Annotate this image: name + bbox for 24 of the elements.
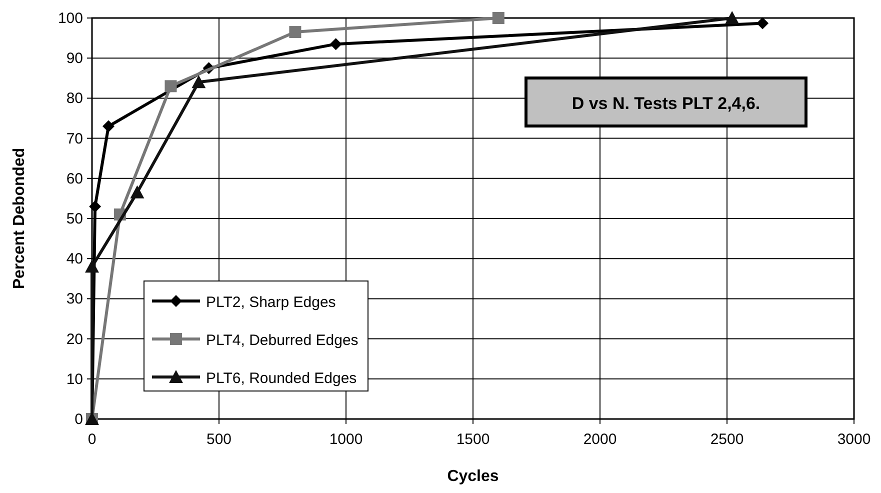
x-axis-title: Cycles [447, 468, 499, 485]
x-tick-label: 2500 [710, 431, 744, 448]
y-tick-label: 40 [66, 250, 83, 268]
x-tick-label: 1000 [329, 431, 363, 448]
legend-label: PLT2, Sharp Edges [206, 294, 336, 311]
y-axis-title: Percent Debonded [11, 148, 28, 290]
x-tick-label: 1500 [456, 431, 490, 448]
y-tick-label: 90 [66, 50, 83, 68]
y-tick-label: 0 [74, 411, 83, 428]
annotation: D vs N. Tests PLT 2,4,6. [572, 94, 760, 113]
x-tick-label: 0 [88, 431, 96, 448]
x-tick-label: 2000 [583, 431, 617, 448]
x-tick-label: 3000 [837, 431, 871, 448]
y-tick-label: 60 [66, 170, 83, 188]
legend-label: PLT6, Rounded Edges [206, 370, 357, 387]
y-tick-label: 80 [66, 90, 83, 108]
y-tick-label: 10 [66, 370, 83, 388]
legend-label: PLT4, Deburred Edges [206, 332, 358, 349]
y-tick-label: 50 [66, 210, 83, 228]
y-tick-label: 100 [58, 10, 83, 27]
y-tick-label: 70 [66, 130, 83, 148]
y-tick-label: 30 [66, 290, 83, 308]
y-tick-label: 20 [66, 330, 83, 348]
x-tick-label: 500 [206, 431, 232, 448]
